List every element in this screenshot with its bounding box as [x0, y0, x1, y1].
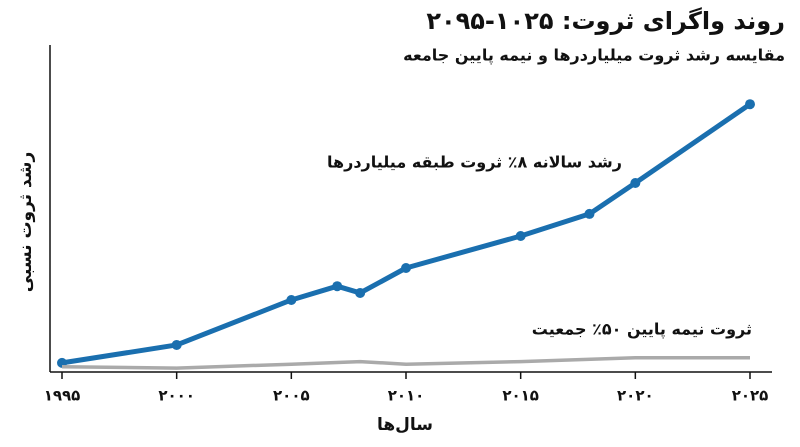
annotation: رشد سالانه ۸٪ ثروت طبقه میلیاردرها: [327, 153, 622, 172]
annotation: ثروت نیمه پایین ۵۰٪ جمعیت: [532, 320, 752, 340]
series-line: [61, 355, 750, 370]
chart-subtitle: مقایسه رشد ثروت میلیاردرها و نیمه پایین …: [403, 46, 785, 66]
chart-title: روند واگرای ثروت: ۱۰۲۵-۲۰۹۵: [426, 7, 785, 35]
data-point: [401, 263, 411, 273]
x-tick-label: ۲۰۰۰: [158, 387, 195, 405]
x-tick-label: ۲۰۱۵: [502, 387, 539, 405]
data-point: [332, 281, 343, 292]
x-tick-label: ۱۹۹۵: [44, 387, 81, 405]
x-tick-label: ۲۰۲۰: [617, 387, 654, 405]
x-tick-label: ۲۰۰۵: [273, 387, 310, 405]
data-point: [745, 99, 755, 110]
x-axis-label: سال‌ها: [377, 415, 433, 435]
data-point: [630, 177, 641, 188]
data-point: [515, 231, 526, 242]
series-line: [61, 102, 752, 366]
data-point: [584, 208, 595, 219]
x-tick-label: ۲۰۱۰: [388, 387, 425, 405]
data-point: [286, 294, 297, 305]
y-axis-label: رشد ثروت نسبی: [16, 152, 36, 293]
data-point: [355, 287, 366, 298]
data-point: [171, 339, 182, 350]
x-tick-label: ۲۰۲۵: [732, 387, 769, 405]
